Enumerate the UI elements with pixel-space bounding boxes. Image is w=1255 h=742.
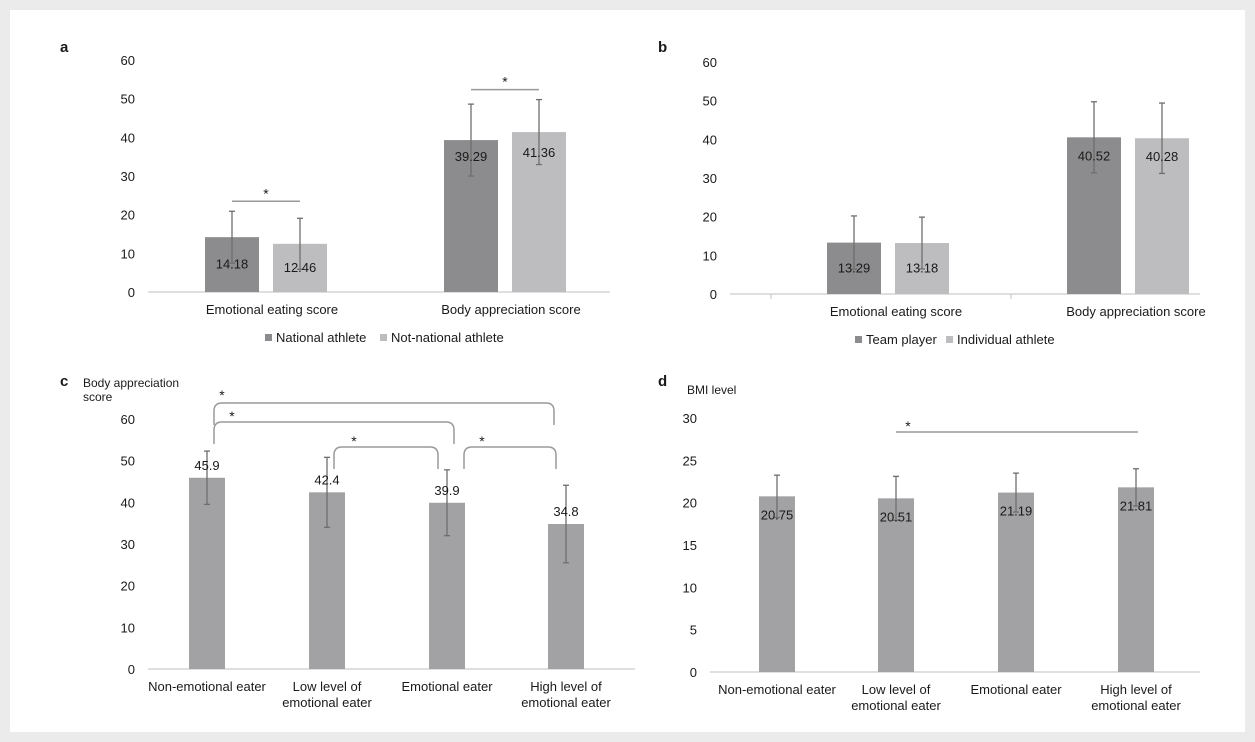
y-tick-label: 40 bbox=[121, 495, 135, 510]
bar-value-label: 45.9 bbox=[194, 458, 219, 473]
y-tick-label: 60 bbox=[121, 53, 135, 68]
x-category-label: emotional eater bbox=[1091, 698, 1181, 713]
panel-letter-a: a bbox=[60, 39, 69, 56]
y-tick-label: 10 bbox=[683, 580, 697, 595]
bar-value-label: 20.51 bbox=[880, 509, 913, 524]
x-category-label: High level of bbox=[530, 679, 602, 694]
x-category-label: Emotional eating score bbox=[830, 304, 962, 319]
x-category-label: High level of bbox=[1100, 682, 1172, 697]
x-category-label: emotional eater bbox=[521, 695, 611, 710]
y-tick-label: 40 bbox=[121, 130, 135, 145]
y-tick-label: 15 bbox=[683, 538, 697, 553]
bar-value-label: 39.9 bbox=[434, 483, 459, 498]
y-tick-label: 10 bbox=[121, 620, 135, 635]
y-tick-label: 0 bbox=[128, 285, 135, 300]
chart-panel-a: a 0 10 20 30 40 50 60 14.18 12.46 Emotional eating… bbox=[60, 39, 610, 345]
y-tick-label: 20 bbox=[703, 210, 717, 225]
significance-marker: * bbox=[479, 433, 485, 449]
y-tick-label: 50 bbox=[703, 94, 717, 109]
bar-value-label: 42.4 bbox=[314, 472, 339, 487]
legend-swatch bbox=[855, 336, 862, 343]
bar-d-3 bbox=[1118, 487, 1154, 672]
y-tick-label: 20 bbox=[683, 496, 697, 511]
x-category-label: Body appreciation score bbox=[1066, 304, 1205, 319]
y-tick-label: 20 bbox=[121, 579, 135, 594]
bar-d-0 bbox=[759, 496, 795, 672]
bar-value-label: 41.36 bbox=[523, 145, 556, 160]
y-tick-label: 25 bbox=[683, 453, 697, 468]
y-tick-label: 30 bbox=[121, 169, 135, 184]
legend-label: National athlete bbox=[276, 330, 366, 345]
x-category-label: Low level of bbox=[862, 682, 931, 697]
x-category-label: emotional eater bbox=[282, 695, 372, 710]
significance-marker: * bbox=[502, 74, 508, 90]
panel-letter-c: c bbox=[60, 373, 68, 390]
y-tick-label: 5 bbox=[690, 623, 697, 638]
x-category-label: Non-emotional eater bbox=[718, 682, 836, 697]
y-tick-label: 50 bbox=[121, 92, 135, 107]
bar-value-label: 21.81 bbox=[1120, 498, 1153, 513]
bar-value-label: 40.28 bbox=[1146, 149, 1179, 164]
bar-value-label: 34.8 bbox=[553, 504, 578, 519]
bar-value-label: 14.18 bbox=[216, 257, 249, 272]
significance-marker: * bbox=[219, 387, 225, 403]
y-tick-label: 60 bbox=[121, 412, 135, 427]
legend-label: Individual athlete bbox=[957, 332, 1055, 347]
y-tick-label: 60 bbox=[703, 55, 717, 70]
y-tick-label: 40 bbox=[703, 132, 717, 147]
y-tick-label: 20 bbox=[121, 208, 135, 223]
significance-bracket bbox=[213, 402, 555, 425]
legend-swatch bbox=[946, 336, 953, 343]
bar-value-label: 12.46 bbox=[284, 260, 317, 275]
bar-c-0 bbox=[189, 477, 225, 669]
bar-value-label: 13.18 bbox=[906, 261, 939, 276]
x-category-label: Non-emotional eater bbox=[148, 679, 266, 694]
chart-panel-d: d 0 5 10 15 20 25 30 BMI level 20.75 Non-emotional… bbox=[658, 373, 1200, 713]
y-axis-label: BMI level bbox=[687, 383, 736, 397]
y-tick-label: 0 bbox=[710, 287, 717, 302]
panel-letter-b: b bbox=[658, 39, 667, 56]
y-axis-label: score bbox=[83, 390, 113, 404]
legend-label: Not-national athlete bbox=[391, 330, 504, 345]
y-tick-label: 0 bbox=[128, 662, 135, 677]
legend-swatch bbox=[380, 334, 387, 341]
bar-d-2 bbox=[998, 492, 1034, 672]
y-tick-label: 10 bbox=[703, 248, 717, 263]
panel-letter-d: d bbox=[658, 373, 667, 390]
bar-d-1 bbox=[878, 498, 914, 672]
y-tick-label: 10 bbox=[121, 246, 135, 261]
x-category-label: Emotional eating score bbox=[206, 302, 338, 317]
significance-marker: * bbox=[905, 418, 911, 434]
x-category-label: Emotional eater bbox=[401, 679, 493, 694]
x-category-label: Low level of bbox=[293, 679, 362, 694]
x-category-label: Body appreciation score bbox=[441, 302, 580, 317]
legend-swatch bbox=[265, 334, 272, 341]
y-tick-label: 30 bbox=[683, 411, 697, 426]
bar-value-label: 20.75 bbox=[761, 507, 794, 522]
y-tick-label: 50 bbox=[121, 454, 135, 469]
bar-value-label: 13.29 bbox=[838, 260, 871, 275]
y-tick-label: 30 bbox=[121, 537, 135, 552]
y-axis-label: Body appreciation bbox=[83, 376, 179, 390]
y-tick-label: 30 bbox=[703, 171, 717, 186]
bar-value-label: 39.29 bbox=[455, 149, 488, 164]
figure-frame: a 0 10 20 30 40 50 60 14.18 12.46 Emotional eating… bbox=[10, 10, 1245, 732]
chart-panel-b: b 0 10 20 30 40 50 60 13.29 13.18 Emotional eating… bbox=[658, 39, 1206, 347]
significance-marker: * bbox=[229, 408, 235, 424]
legend-label: Team player bbox=[866, 332, 937, 347]
significance-bracket bbox=[213, 421, 455, 444]
significance-marker: * bbox=[263, 185, 269, 201]
significance-marker: * bbox=[351, 433, 357, 449]
significance-bracket bbox=[333, 446, 439, 469]
x-category-label: Emotional eater bbox=[970, 682, 1062, 697]
y-tick-label: 0 bbox=[690, 665, 697, 680]
bar-value-label: 40.52 bbox=[1078, 149, 1111, 164]
bar-value-label: 21.19 bbox=[1000, 504, 1033, 519]
significance-bracket bbox=[463, 446, 557, 469]
x-category-label: emotional eater bbox=[851, 698, 941, 713]
